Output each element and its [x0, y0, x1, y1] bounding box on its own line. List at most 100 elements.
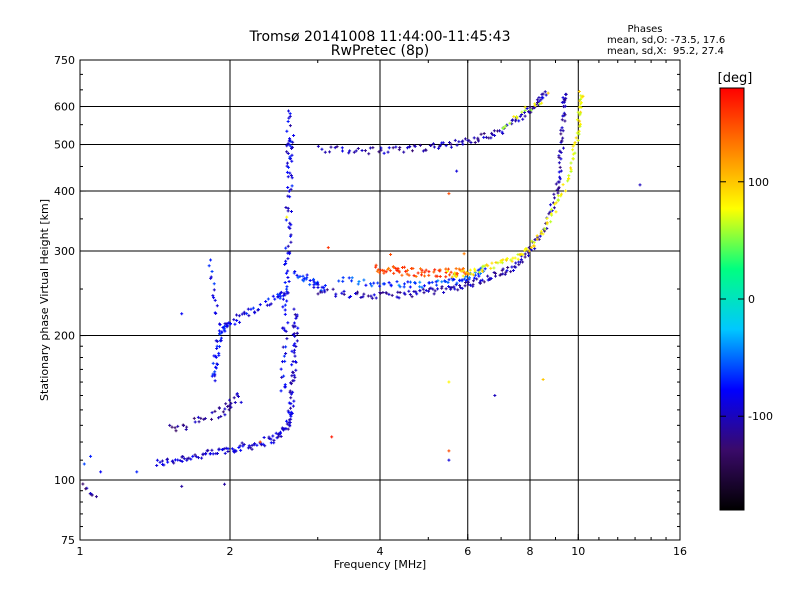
data-point	[397, 296, 401, 300]
data-point	[423, 274, 427, 278]
data-point	[286, 269, 290, 273]
data-point	[206, 448, 210, 452]
data-point	[364, 283, 368, 287]
data-point	[234, 449, 238, 453]
data-point	[287, 116, 291, 120]
data-point	[430, 280, 434, 284]
data-point	[421, 149, 425, 153]
data-point	[341, 279, 345, 283]
data-point	[369, 282, 373, 286]
data-point	[274, 431, 278, 435]
data-point	[533, 104, 537, 108]
data-point	[462, 252, 466, 256]
data-point	[227, 321, 231, 325]
data-point	[284, 345, 288, 349]
data-point	[541, 232, 545, 236]
data-point	[242, 443, 246, 447]
data-point	[549, 207, 553, 211]
data-point	[558, 177, 562, 181]
data-point	[557, 155, 561, 159]
data-point	[286, 427, 290, 431]
data-point	[518, 114, 522, 118]
data-point	[571, 157, 575, 161]
data-point	[250, 443, 254, 447]
data-point	[545, 221, 549, 225]
data-point	[477, 270, 481, 274]
data-point	[390, 293, 394, 297]
y-tick-label: 500	[54, 139, 75, 152]
data-point	[352, 150, 356, 154]
data-point	[473, 267, 477, 271]
data-point	[281, 305, 285, 309]
data-point	[286, 186, 290, 190]
data-point	[291, 390, 295, 394]
data-point	[449, 287, 453, 291]
data-point	[288, 226, 292, 230]
data-point	[173, 458, 177, 462]
data-point	[236, 395, 240, 399]
data-point	[517, 263, 521, 267]
data-point	[180, 484, 184, 488]
data-point	[537, 99, 541, 103]
data-point	[447, 278, 451, 282]
data-point	[235, 318, 239, 322]
data-point	[418, 280, 422, 284]
data-point	[577, 129, 581, 133]
data-point	[291, 324, 295, 328]
data-point	[271, 294, 275, 298]
data-point	[81, 482, 85, 486]
data-point	[433, 268, 437, 272]
data-point	[182, 423, 186, 427]
data-point	[362, 292, 366, 296]
data-point	[363, 149, 367, 153]
data-point	[135, 470, 139, 474]
data-point	[349, 294, 353, 298]
data-point	[566, 179, 570, 183]
data-point	[166, 460, 170, 464]
data-point	[292, 343, 296, 347]
data-point	[395, 295, 399, 299]
data-point	[347, 151, 351, 155]
data-point	[413, 144, 417, 148]
data-point	[271, 434, 275, 438]
data-point	[561, 96, 565, 100]
data-point	[289, 187, 293, 191]
data-point	[516, 257, 520, 261]
data-point	[284, 218, 288, 222]
data-point	[402, 265, 406, 269]
data-point	[458, 284, 462, 288]
data-point	[155, 464, 159, 468]
data-point	[187, 456, 191, 460]
data-point	[305, 273, 309, 277]
data-point	[180, 312, 184, 316]
data-point	[290, 363, 294, 367]
data-point	[319, 288, 323, 292]
data-point	[435, 283, 439, 287]
x-axis: 1 2 4 6 8 10 16	[77, 60, 687, 558]
data-point	[444, 275, 448, 279]
data-point	[560, 139, 564, 143]
data-point	[418, 143, 422, 147]
colorbar-tick-label: 0	[748, 293, 755, 306]
data-point	[268, 303, 272, 307]
data-point	[293, 354, 297, 358]
data-point	[423, 270, 427, 274]
data-point	[546, 91, 550, 95]
data-point	[223, 407, 227, 411]
data-point	[266, 297, 270, 301]
data-point	[388, 269, 392, 273]
data-point	[460, 278, 464, 282]
data-point	[287, 421, 291, 425]
data-point	[392, 271, 396, 275]
data-point	[453, 138, 457, 142]
data-point	[564, 189, 568, 193]
data-point	[556, 191, 560, 195]
data-point	[383, 282, 387, 286]
data-point	[552, 206, 556, 210]
data-point	[340, 291, 344, 295]
data-point	[511, 256, 515, 260]
data-point	[432, 292, 436, 296]
data-point	[415, 292, 419, 296]
data-point	[232, 396, 236, 400]
